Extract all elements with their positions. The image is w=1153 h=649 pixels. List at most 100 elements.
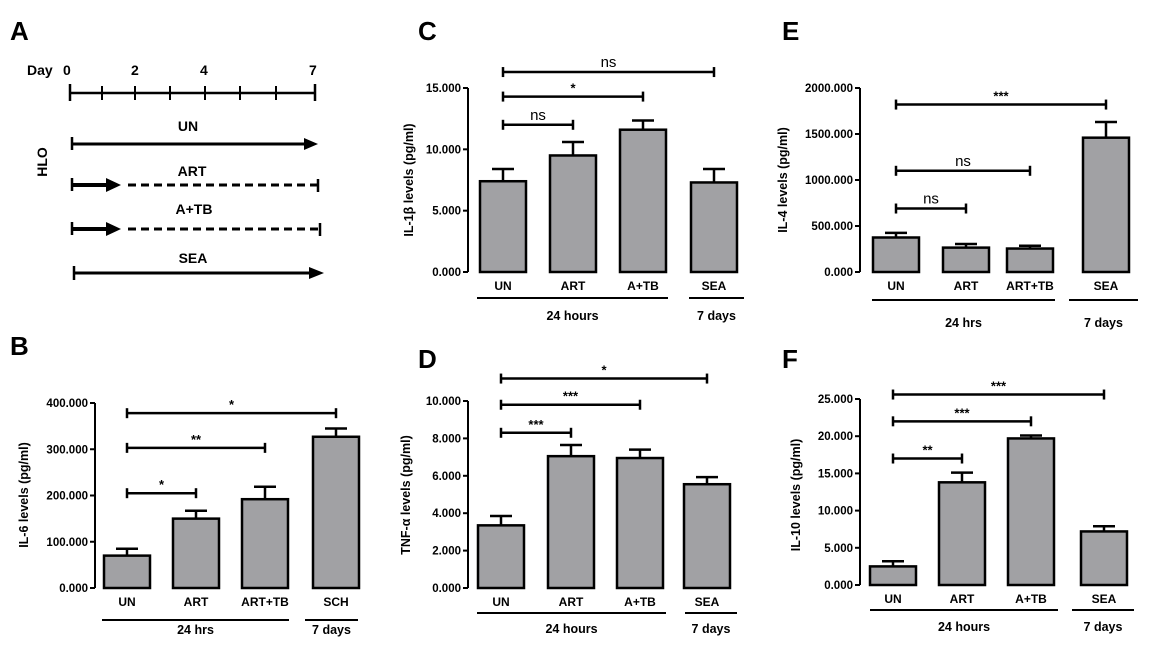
timeline-day-word: Day <box>27 62 53 78</box>
timeline-row-sea-label: SEA <box>179 250 208 266</box>
significance-label: *** <box>563 389 579 404</box>
arrowhead-icon <box>309 267 324 279</box>
x-category-label: ART <box>950 592 975 606</box>
timeline-row-atb-label: A+TB <box>176 201 213 217</box>
y-axis-label: TNF-α levels (pg/ml) <box>399 435 413 555</box>
y-tick-label: 15.000 <box>818 468 853 480</box>
y-tick-label: 0.000 <box>824 267 853 279</box>
bar <box>240 497 290 590</box>
bar <box>1079 530 1129 587</box>
significance-label: *** <box>991 379 1007 394</box>
x-category-label: UN <box>887 279 904 293</box>
y-axis-label: IL-10 levels (pg/ml) <box>789 439 803 552</box>
group-label: 7 days <box>697 309 736 323</box>
x-category-label: SEA <box>1092 592 1117 606</box>
y-tick-label: 200.000 <box>46 491 88 503</box>
group-label: 7 days <box>1084 620 1123 634</box>
chart-panel-e: E IL-4 levels (pg/ml) 0.000 500.000 1000.000… <box>776 16 1138 330</box>
x-category-label: SEA <box>695 595 720 609</box>
bar <box>618 128 668 274</box>
panel-label: B <box>10 331 29 361</box>
x-category-label: A+TB <box>624 595 656 609</box>
y-tick-label: 10.000 <box>426 396 461 408</box>
bar <box>102 554 152 590</box>
significance-label: *** <box>993 89 1009 104</box>
timeline-day-0: 0 <box>63 62 71 78</box>
x-category-label: ART <box>559 595 584 609</box>
y-tick-label: 4.000 <box>432 508 461 520</box>
y-tick-label: 0.000 <box>824 580 853 592</box>
chart-panel-d: D TNF-α levels (pg/ml) 0.000 2.000 4.000 6.00… <box>399 344 737 636</box>
timeline-group-label: HLO <box>34 147 50 177</box>
bar <box>171 517 221 590</box>
panel-a-timeline: A Day 0 2 4 7 HLO UN ART A+TB <box>10 16 324 280</box>
timeline-day-2: 2 <box>131 62 139 78</box>
y-tick-label: 1000.000 <box>805 175 853 187</box>
significance-label: * <box>570 81 576 96</box>
x-category-label: ART+TB <box>241 595 289 609</box>
timeline-row-un-label: UN <box>178 118 198 134</box>
bar <box>1081 136 1131 274</box>
group-label: 24 hours <box>545 622 597 636</box>
y-tick-label: 500.000 <box>811 221 853 233</box>
significance-label: ns <box>923 191 939 208</box>
group-label: 7 days <box>1084 316 1123 330</box>
panel-label: D <box>418 344 437 374</box>
bar <box>868 565 918 587</box>
panel-label: F <box>782 344 798 374</box>
bar <box>871 236 921 274</box>
significance-label: ns <box>955 153 971 170</box>
bar <box>1005 247 1055 274</box>
bar-charts: BIL-6 levels (pg/ml)0.000100.000200.0003… <box>10 16 1138 637</box>
y-tick-label: 1500.000 <box>805 129 853 141</box>
y-axis-label: IL-6 levels (pg/ml) <box>17 442 31 548</box>
x-category-label: ART <box>561 279 586 293</box>
bar <box>546 454 596 590</box>
y-tick-label: 300.000 <box>46 444 88 456</box>
arrowhead-icon <box>106 178 121 192</box>
timeline-day-7: 7 <box>309 62 317 78</box>
significance-label: * <box>159 477 165 492</box>
y-tick-label: 20.000 <box>818 431 853 443</box>
group-label: 7 days <box>312 623 351 637</box>
y-tick-label: 8.000 <box>432 433 461 445</box>
panel-label: E <box>782 16 799 46</box>
x-category-label: UN <box>492 595 509 609</box>
bar <box>1006 437 1056 587</box>
x-category-label: UN <box>494 279 511 293</box>
arrowhead-icon <box>106 222 121 236</box>
timeline-row-art-label: ART <box>178 163 207 179</box>
x-category-label: UN <box>118 595 135 609</box>
x-category-label: A+TB <box>1015 592 1047 606</box>
x-category-label: ART <box>184 595 209 609</box>
group-label: 7 days <box>692 622 731 636</box>
group-label: 24 hrs <box>945 316 982 330</box>
bar <box>937 481 987 587</box>
y-tick-label: 10.000 <box>426 144 461 156</box>
arrowhead-icon <box>304 138 318 150</box>
y-tick-label: 15.000 <box>426 83 461 95</box>
y-tick-label: 0.000 <box>432 267 461 279</box>
y-tick-label: 2.000 <box>432 546 461 558</box>
y-tick-label: 5.000 <box>432 206 461 218</box>
significance-label: *** <box>954 405 970 420</box>
chart-panel-b: B IL-6 levels (pg/ml) 0.000 100.000 200.000 3… <box>10 331 361 637</box>
significance-label: ns <box>601 54 617 71</box>
panel-a-label: A <box>10 16 29 46</box>
group-label: 24 hrs <box>177 623 214 637</box>
significance-label: * <box>229 397 235 412</box>
y-tick-label: 6.000 <box>432 471 461 483</box>
bar <box>615 456 665 590</box>
y-axis-label: IL-1β levels (pg/ml) <box>402 123 416 236</box>
x-category-label: A+TB <box>627 279 659 293</box>
y-tick-label: 5.000 <box>824 543 853 555</box>
y-tick-label: 0.000 <box>432 583 461 595</box>
bar <box>548 154 598 274</box>
bar <box>941 246 991 274</box>
bar <box>689 181 739 274</box>
bar <box>311 435 361 590</box>
x-category-label: SEA <box>1094 279 1119 293</box>
x-category-label: SCH <box>323 595 348 609</box>
group-label: 24 hours <box>546 309 598 323</box>
